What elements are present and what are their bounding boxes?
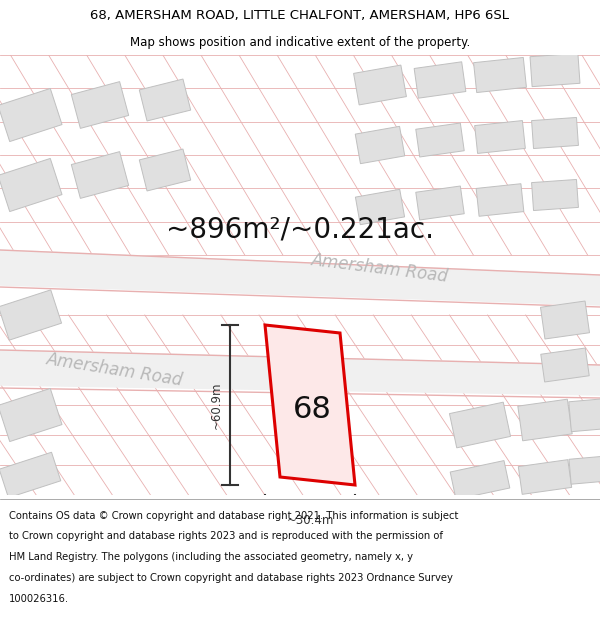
Text: 68: 68 xyxy=(293,396,331,424)
Polygon shape xyxy=(541,348,589,382)
Polygon shape xyxy=(0,158,62,212)
Polygon shape xyxy=(0,88,62,142)
Polygon shape xyxy=(532,179,578,211)
Polygon shape xyxy=(265,325,355,485)
Polygon shape xyxy=(0,290,62,340)
Text: HM Land Registry. The polygons (including the associated geometry, namely x, y: HM Land Registry. The polygons (includin… xyxy=(9,552,413,562)
Polygon shape xyxy=(450,461,510,499)
Polygon shape xyxy=(473,58,526,92)
Polygon shape xyxy=(414,62,466,98)
Polygon shape xyxy=(416,186,464,220)
Text: ~60.9m: ~60.9m xyxy=(209,381,223,429)
Polygon shape xyxy=(569,456,600,484)
Polygon shape xyxy=(518,459,572,494)
Polygon shape xyxy=(71,152,128,198)
Text: ~896m²/~0.221ac.: ~896m²/~0.221ac. xyxy=(166,216,434,244)
Polygon shape xyxy=(139,149,191,191)
Polygon shape xyxy=(530,53,580,87)
Polygon shape xyxy=(353,65,406,105)
Polygon shape xyxy=(518,399,572,441)
Polygon shape xyxy=(0,388,62,442)
Text: Contains OS data © Crown copyright and database right 2021. This information is : Contains OS data © Crown copyright and d… xyxy=(9,511,458,521)
Polygon shape xyxy=(416,123,464,157)
Text: ~30.4m: ~30.4m xyxy=(286,514,334,528)
Text: 100026316.: 100026316. xyxy=(9,594,69,604)
Text: to Crown copyright and database rights 2023 and is reproduced with the permissio: to Crown copyright and database rights 2… xyxy=(9,531,443,541)
Polygon shape xyxy=(476,184,524,216)
Polygon shape xyxy=(355,189,404,225)
Polygon shape xyxy=(139,79,191,121)
Polygon shape xyxy=(0,452,61,498)
Text: Amersham Road: Amersham Road xyxy=(46,351,185,389)
Polygon shape xyxy=(71,82,128,128)
Polygon shape xyxy=(449,402,511,448)
Polygon shape xyxy=(569,398,600,432)
Text: 68, AMERSHAM ROAD, LITTLE CHALFONT, AMERSHAM, HP6 6SL: 68, AMERSHAM ROAD, LITTLE CHALFONT, AMER… xyxy=(91,9,509,22)
Text: co-ordinates) are subject to Crown copyright and database rights 2023 Ordnance S: co-ordinates) are subject to Crown copyr… xyxy=(9,573,453,583)
Text: Map shows position and indicative extent of the property.: Map shows position and indicative extent… xyxy=(130,36,470,49)
Polygon shape xyxy=(541,301,590,339)
Polygon shape xyxy=(355,126,405,164)
Polygon shape xyxy=(532,118,578,149)
Text: Amersham Road: Amersham Road xyxy=(310,251,449,286)
Polygon shape xyxy=(475,121,526,153)
